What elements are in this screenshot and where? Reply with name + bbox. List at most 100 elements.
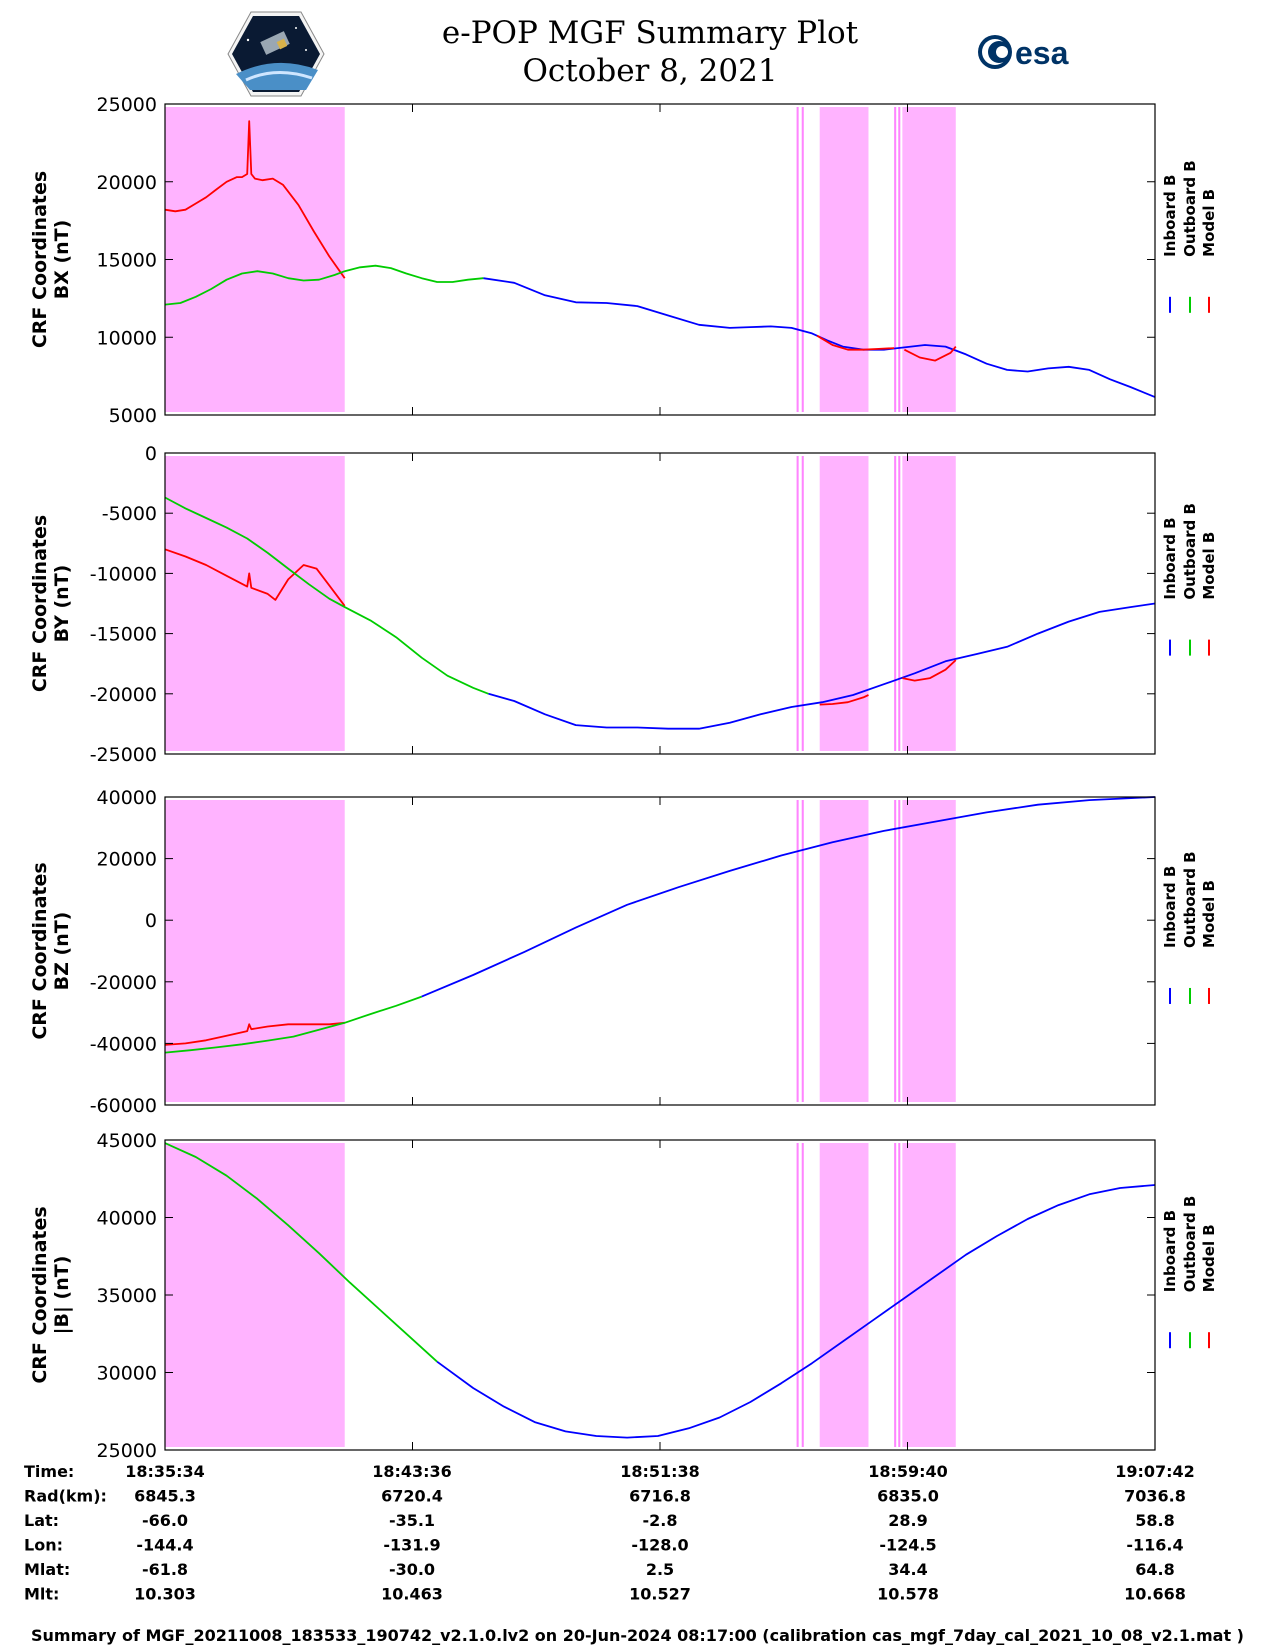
info-row-label: Time: <box>24 1462 74 1481</box>
chart-panel-1: 5000 10000 15000 20000 25000 CRF Coordinates B… <box>29 94 1218 427</box>
info-cell: -61.8 <box>142 1560 188 1579</box>
y-tick-label: -25000 <box>90 744 157 766</box>
legend-label: Model B <box>1200 1224 1218 1292</box>
info-cell: 10.303 <box>134 1585 196 1604</box>
info-cell: -131.9 <box>383 1536 440 1555</box>
esa-logo: esa <box>978 35 1069 71</box>
series-line-outboard <box>164 496 489 695</box>
x-tick-label: 19:07:42 <box>1115 1462 1195 1481</box>
series-line-model <box>164 548 346 607</box>
shaded-interval <box>796 800 799 1102</box>
shaded-interval <box>902 800 956 1102</box>
info-row-label: Lat: <box>24 1511 59 1530</box>
shaded-interval <box>819 1143 869 1447</box>
series-line-model <box>164 1021 345 1046</box>
shaded-interval <box>801 107 804 412</box>
legend-label: Model B <box>1200 189 1218 257</box>
y-tick-label: -40000 <box>90 1033 157 1055</box>
shaded-interval <box>819 107 869 412</box>
series-line-outboard <box>164 1142 438 1363</box>
shaded-interval <box>898 456 901 751</box>
shaded-interval <box>819 800 869 1102</box>
legend: Inboard B Outboard B Model B <box>1161 1196 1218 1349</box>
info-cell: -35.1 <box>389 1511 435 1530</box>
y-axis-label-line2: BZ (nT) <box>51 912 73 991</box>
legend-label: Model B <box>1200 532 1218 600</box>
x-tick-label: 18:59:40 <box>868 1462 948 1481</box>
shaded-interval <box>894 107 897 412</box>
shaded-interval <box>796 1143 799 1447</box>
shaded-interval <box>165 800 345 1102</box>
y-tick-label: 40000 <box>97 1208 157 1230</box>
esa-logo-text: esa <box>1015 35 1069 71</box>
shaded-interval <box>902 107 956 412</box>
y-tick-label: -15000 <box>90 624 157 646</box>
info-cell: -144.4 <box>136 1536 193 1555</box>
legend: Inboard B Outboard B Model B <box>1161 851 1218 1004</box>
legend-label: Inboard B <box>1161 1210 1179 1292</box>
series-line-model <box>164 120 346 279</box>
info-row-label: Lon: <box>24 1536 63 1555</box>
shaded-interval <box>894 1143 897 1447</box>
legend-label: Model B <box>1200 880 1218 948</box>
info-cell: 7036.8 <box>1124 1487 1186 1506</box>
y-tick-label: -60000 <box>90 1095 157 1117</box>
chart-panel-2: -25000 -20000 -15000 -10000 -5000 0 CRF Coordi… <box>29 443 1218 766</box>
series-line-inboard <box>421 796 1156 998</box>
legend-label: Outboard B <box>1181 160 1199 257</box>
info-cell: 10.668 <box>1124 1585 1186 1604</box>
y-tick-label: 5000 <box>109 405 157 427</box>
y-tick-label: 40000 <box>97 787 157 809</box>
info-cell: -116.4 <box>1126 1536 1183 1555</box>
y-tick-label: 30000 <box>97 1363 157 1385</box>
legend-label: Outboard B <box>1181 503 1199 600</box>
chart-panel-4: 25000 30000 35000 40000 45000 CRF Coordinates… <box>29 1130 1218 1462</box>
y-tick-label: 20000 <box>97 849 157 871</box>
legend-label: Outboard B <box>1181 1196 1199 1293</box>
info-cell: 2.5 <box>646 1560 674 1579</box>
plot-title: e-POP MGF Summary Plot October 8, 2021 <box>380 14 920 90</box>
shaded-interval <box>796 107 799 412</box>
info-cell: -124.5 <box>879 1536 936 1555</box>
y-axis-label-line1: CRF Coordinates <box>29 862 51 1039</box>
info-cell: 6845.3 <box>134 1487 196 1506</box>
series-line-inboard <box>436 1184 1156 1439</box>
y-tick-label: 25000 <box>97 1440 157 1462</box>
shaded-interval <box>819 456 869 751</box>
info-cell: 10.527 <box>629 1585 691 1604</box>
shaded-interval <box>898 800 901 1102</box>
y-axis-label-line2: BY (nT) <box>51 565 73 643</box>
y-axis-label-line1: CRF Coordinates <box>29 515 51 692</box>
info-table: Time: Rad(km): Lat: Lon: Mlat: Mlt: 18:35:34 68… <box>24 1462 1195 1604</box>
info-cell: 10.578 <box>877 1585 939 1604</box>
y-tick-label: 10000 <box>97 327 157 349</box>
y-tick-label: -20000 <box>90 684 157 706</box>
shaded-interval <box>165 456 345 751</box>
y-tick-label: 25000 <box>97 94 157 116</box>
y-tick-label: 20000 <box>97 172 157 194</box>
cassiope-logo <box>227 11 325 97</box>
info-cell: 6720.4 <box>381 1487 443 1506</box>
shaded-interval <box>801 800 804 1102</box>
info-cell: -2.8 <box>643 1511 678 1530</box>
y-axis-label-line1: CRF Coordinates <box>29 1206 51 1383</box>
series-line-model <box>902 659 957 682</box>
legend: Inboard B Outboard B Model B <box>1161 160 1218 313</box>
series-line-outboard <box>164 995 423 1054</box>
legend-label: Outboard B <box>1181 851 1199 948</box>
info-cell: 34.4 <box>888 1560 927 1579</box>
x-tick-label: 18:51:38 <box>620 1462 700 1481</box>
legend-label: Inboard B <box>1161 866 1179 948</box>
info-cell: 10.463 <box>381 1585 443 1604</box>
series-line-inboard <box>488 602 1156 730</box>
x-tick-label: 18:43:36 <box>372 1462 452 1481</box>
info-row-label: Mlat: <box>24 1560 70 1579</box>
shaded-interval <box>902 456 956 751</box>
series-line-model <box>819 694 869 706</box>
shaded-interval <box>165 107 345 412</box>
series-line-model <box>816 334 895 351</box>
y-tick-label: 0 <box>145 443 157 465</box>
legend: Inboard B Outboard B Model B <box>1161 503 1218 656</box>
info-cell: 6835.0 <box>877 1487 939 1506</box>
